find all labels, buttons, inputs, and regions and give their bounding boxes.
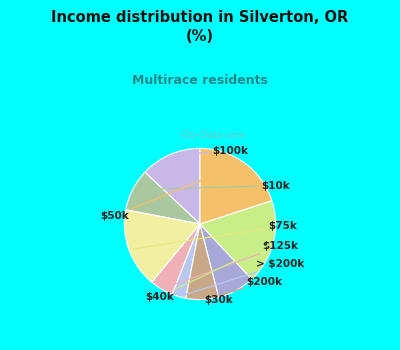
Text: $50k: $50k: [100, 164, 240, 221]
Text: $200k: $200k: [206, 278, 282, 299]
Text: $30k: $30k: [204, 290, 236, 304]
Wedge shape: [172, 224, 200, 298]
Text: $100k: $100k: [174, 146, 248, 156]
Wedge shape: [152, 224, 200, 294]
Wedge shape: [145, 148, 200, 224]
Text: $125k: $125k: [166, 241, 299, 288]
Wedge shape: [200, 148, 272, 224]
Wedge shape: [186, 224, 219, 300]
Wedge shape: [200, 201, 276, 279]
Wedge shape: [126, 172, 200, 224]
Text: Income distribution in Silverton, OR
(%): Income distribution in Silverton, OR (%): [51, 10, 349, 44]
Text: $10k: $10k: [137, 181, 290, 191]
Wedge shape: [124, 210, 200, 282]
Text: > $200k: > $200k: [183, 259, 305, 295]
Wedge shape: [200, 224, 252, 297]
Text: Multirace residents: Multirace residents: [132, 74, 268, 86]
Text: $75k: $75k: [133, 221, 297, 249]
Text: $40k: $40k: [145, 245, 270, 302]
Text: City-Data.com: City-Data.com: [180, 131, 245, 140]
